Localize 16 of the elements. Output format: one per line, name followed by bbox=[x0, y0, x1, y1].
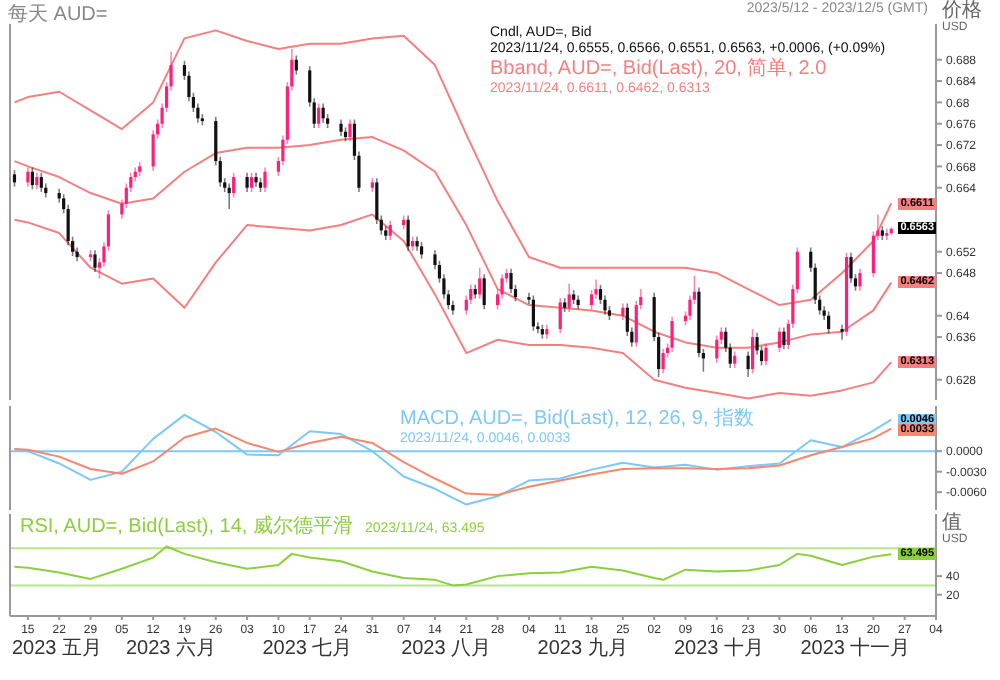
text: 2023 十一月 bbox=[800, 638, 911, 660]
chart-title: RSI, AUD=, Bid(Last), 14, 威尔德平滑 bbox=[20, 516, 353, 539]
line-series bbox=[13, 545, 893, 587]
line-series bbox=[13, 213, 893, 400]
annotation: Bband, AUD=, Bid(Last), 20, 简单, 2.0 bbox=[490, 58, 827, 81]
text: 2023 六月 bbox=[126, 638, 217, 660]
text: 2023 五月 bbox=[11, 638, 102, 660]
annotation: 每天 AUD= bbox=[8, 2, 108, 28]
chart-title: MACD, AUD=, Bid(Last), 12, 26, 9, 指数 bbox=[400, 408, 755, 431]
line-series bbox=[13, 29, 893, 307]
text: 2023 九月 bbox=[537, 638, 628, 660]
text: 2023 七月 bbox=[262, 638, 353, 660]
line-series bbox=[13, 427, 893, 496]
text: 2023 八月 bbox=[401, 638, 492, 660]
candlestick bbox=[840, 324, 844, 341]
text: 2023 十月 bbox=[674, 638, 765, 660]
